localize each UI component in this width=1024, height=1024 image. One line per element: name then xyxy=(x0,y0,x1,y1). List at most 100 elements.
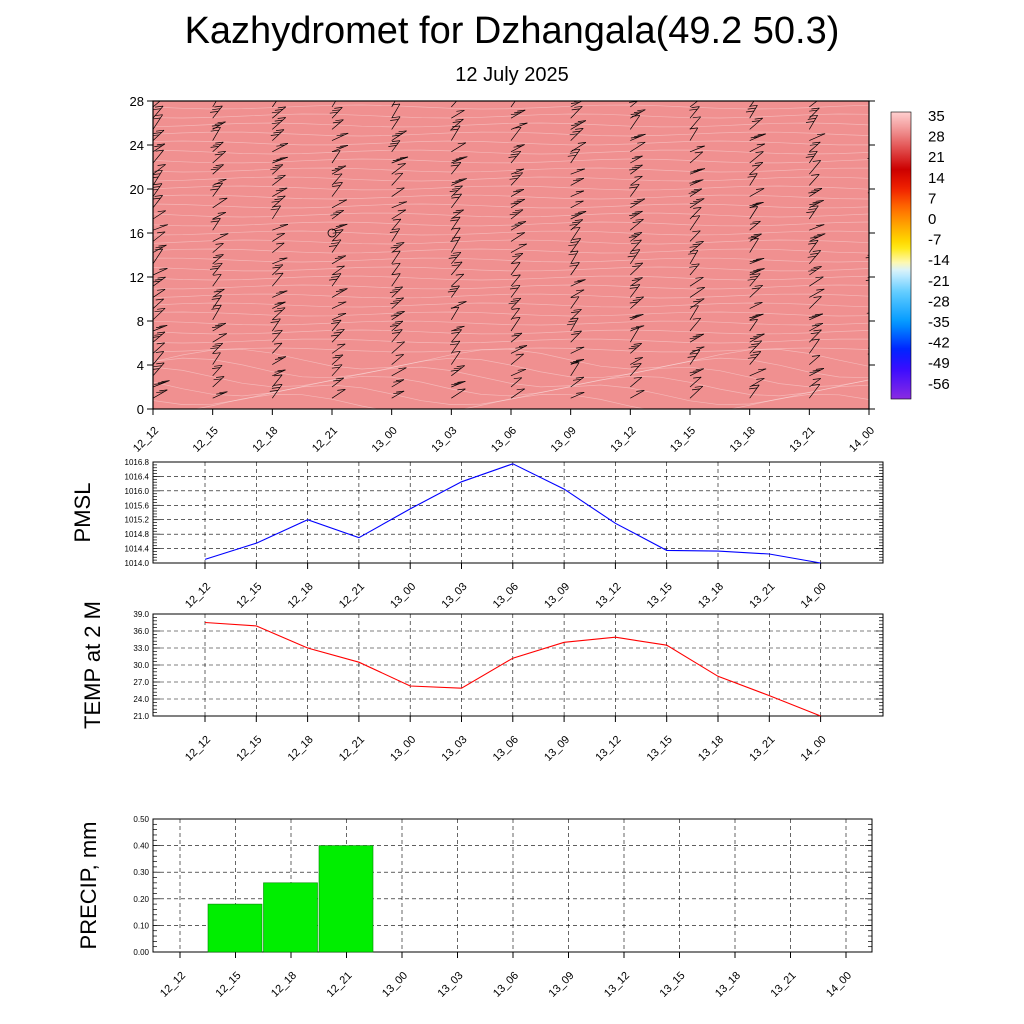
y-tick-label: 24 xyxy=(130,138,144,153)
wind-barb xyxy=(212,197,228,209)
y-tick-label: 20 xyxy=(130,182,144,197)
contour-line xyxy=(153,293,869,299)
wind-barb xyxy=(447,285,460,298)
y-tick-label: 0.20 xyxy=(133,895,149,904)
x-tick-label: 12_18 xyxy=(286,734,316,764)
wind-barb xyxy=(630,198,646,209)
y-tick-label: 1014.8 xyxy=(125,530,150,539)
x-tick-label: 13_21 xyxy=(747,734,777,764)
wind-barb xyxy=(809,174,820,186)
y-tick-label: 27.0 xyxy=(133,678,149,687)
wind-barb xyxy=(391,262,401,276)
colorbar-label: -28 xyxy=(928,293,950,310)
wind-barb xyxy=(689,215,701,231)
wind-barb xyxy=(570,376,585,388)
wind-barb xyxy=(867,192,869,197)
wind-barb xyxy=(689,198,705,209)
wind-barb xyxy=(868,229,869,231)
wind-barb xyxy=(391,329,403,343)
wind-barb xyxy=(391,218,402,231)
wind-barb xyxy=(749,268,765,276)
contour-line xyxy=(193,394,869,409)
wind-barb xyxy=(331,343,346,354)
wind-barb xyxy=(749,333,765,343)
wind-barb xyxy=(272,143,289,153)
wind-barb xyxy=(153,224,168,231)
wind-barb xyxy=(510,368,526,377)
contour-line xyxy=(153,311,869,317)
wind-barb xyxy=(510,377,523,388)
x-tick-label: 13_09 xyxy=(542,581,572,611)
wind-barb xyxy=(448,251,462,265)
contour-line xyxy=(153,185,869,191)
x-tick-label: 13_21 xyxy=(747,581,777,611)
x-tick-label: 12_15 xyxy=(191,425,221,455)
wind-barb xyxy=(510,262,521,276)
wind-barb xyxy=(629,296,644,309)
x-tick-label: 13_03 xyxy=(440,734,470,764)
wind-barb xyxy=(567,148,581,164)
wind-barb xyxy=(570,279,586,287)
wind-barb xyxy=(331,223,348,231)
wind-barb xyxy=(451,325,465,332)
wind-barb xyxy=(211,295,222,309)
wind-barb xyxy=(689,287,705,298)
wind-barb xyxy=(630,109,646,119)
wind-barb xyxy=(630,155,643,164)
wind-barb xyxy=(689,179,704,186)
wind-barb xyxy=(331,199,347,209)
wind-barb xyxy=(689,101,699,108)
x-tick-label: 14_00 xyxy=(799,734,829,764)
wind-barb xyxy=(210,105,223,119)
wind-barb xyxy=(451,178,467,186)
wind-barb xyxy=(390,311,405,321)
wind-barb xyxy=(568,250,579,264)
x-tick-label: 13_00 xyxy=(380,970,410,1000)
wind-barb xyxy=(331,389,346,399)
wind-barb xyxy=(809,276,824,287)
wind-barb xyxy=(450,125,461,141)
x-tick-label: 12_12 xyxy=(183,734,213,764)
wind-barb xyxy=(868,106,869,107)
wind-barb xyxy=(749,319,758,332)
wind-barb xyxy=(747,173,758,186)
wind-barb xyxy=(629,313,644,321)
x-tick-label: 13_12 xyxy=(593,581,623,611)
contour-line xyxy=(153,113,869,119)
wind-barb xyxy=(391,201,408,209)
wind-barb xyxy=(331,265,345,276)
wind-barb xyxy=(331,182,343,197)
wind-barb xyxy=(570,359,585,365)
wind-barb xyxy=(331,301,347,309)
wind-barb xyxy=(331,132,349,141)
contour-line xyxy=(153,248,869,254)
x-tick-label: 13_21 xyxy=(787,425,817,455)
wind-barb xyxy=(809,224,825,231)
precip-bar xyxy=(318,845,374,953)
x-tick-label: 13_09 xyxy=(549,425,579,455)
wind-barb xyxy=(868,341,869,343)
wind-barb xyxy=(570,190,585,197)
colorbar-label: 14 xyxy=(928,170,945,187)
x-tick-label: 13_15 xyxy=(645,734,675,764)
y-tick-label: 33.0 xyxy=(133,644,149,653)
wind-barb xyxy=(570,200,584,209)
wind-barbs xyxy=(153,101,869,409)
wind-barb xyxy=(153,244,167,253)
wind-barb xyxy=(510,274,521,287)
y-tick-label: 1014.0 xyxy=(125,559,150,568)
wind-barb xyxy=(570,308,582,321)
wind-barb xyxy=(153,298,164,309)
wind-barb xyxy=(210,218,221,231)
wind-barb xyxy=(153,210,166,220)
wind-barb xyxy=(510,101,516,108)
wind-barb xyxy=(451,109,465,119)
wind-barb xyxy=(509,172,523,186)
y-tick-label: 16 xyxy=(130,226,144,241)
wind-barb xyxy=(687,349,701,365)
wind-barb xyxy=(153,149,164,164)
wind-barb xyxy=(212,322,227,332)
x-tick-label: 12_21 xyxy=(337,734,367,764)
y-tick-label: 0.00 xyxy=(133,948,149,957)
wind-barb xyxy=(570,392,585,399)
